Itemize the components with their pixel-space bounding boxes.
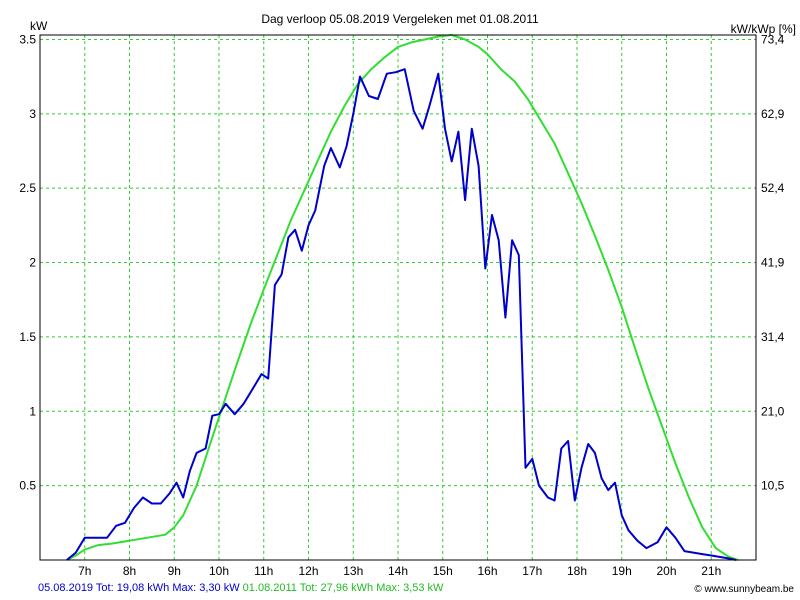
credit-link[interactable]: © www.sunnybeam.be	[694, 584, 794, 595]
footer-series1-date: 05.08.2019	[38, 582, 94, 594]
y-tick-label-left: 0.5	[19, 479, 36, 493]
plot-frame	[39, 34, 757, 561]
y-tick-label-left: 2.5	[19, 181, 36, 195]
grid	[40, 35, 756, 560]
footer-stats: 05.08.2019 Tot: 19,08 kWh Max: 3,30 kW 0…	[38, 582, 443, 594]
series-layer	[66, 34, 739, 561]
y-tick-label-left: 1	[29, 404, 36, 418]
y-tick-label-left: 1.5	[19, 330, 36, 344]
y-tick-label-right: 62,9	[761, 107, 785, 121]
series-line-05.08.2019	[66, 68, 737, 561]
x-tick-label: 21h	[701, 564, 721, 578]
y-tick-label-right: 73,4	[761, 32, 785, 46]
y-tick-label-right: 21,0	[761, 404, 785, 418]
axis-labels: 7h 8h 9h 10h 11h 12h 13h 14h 15h 16h 17h 18h 19h 20h 2…	[19, 32, 784, 578]
y-tick-label-left: 3.5	[19, 32, 36, 46]
y-tick-label-right: 31,4	[761, 330, 785, 344]
x-tick-label: 19h	[612, 564, 632, 578]
footer-series1-stats: Tot: 19,08 kWh Max: 3,30 kW	[93, 582, 243, 594]
x-tick-label: 11h	[254, 564, 273, 578]
x-tick-label: 7h	[78, 564, 91, 578]
x-tick-label: 10h	[209, 564, 229, 578]
footer-series2-date: 01.08.2011	[242, 582, 297, 594]
chart-title: Dag verloop 05.08.2019 Vergeleken met 01…	[261, 12, 539, 26]
x-tick-label: 8h	[123, 564, 136, 578]
y-tick-label-left: 3	[29, 107, 36, 121]
right-axis-unit: kW/kWp [%]	[731, 22, 796, 36]
x-tick-label: 16h	[477, 564, 497, 578]
x-tick-label: 12h	[298, 564, 318, 578]
y-tick-label-right: 10,5	[761, 479, 785, 493]
x-tick-label: 18h	[567, 564, 587, 578]
x-tick-label: 14h	[388, 564, 408, 578]
series-line-01.08.2011	[66, 34, 739, 561]
footer-series2-stats: Tot: 27,96 kWh Max: 3,53 kW	[296, 582, 444, 594]
x-tick-label: 15h	[433, 564, 453, 578]
y-tick-label-right: 41,9	[761, 256, 785, 270]
x-tick-label: 9h	[168, 564, 181, 578]
y-tick-label-right: 52,4	[761, 181, 785, 195]
x-tick-label: 13h	[343, 564, 363, 578]
x-tick-label: 20h	[656, 564, 676, 578]
y-tick-label-left: 2	[29, 256, 36, 270]
left-axis-unit: kW	[30, 19, 48, 33]
x-tick-label: 17h	[522, 564, 542, 578]
